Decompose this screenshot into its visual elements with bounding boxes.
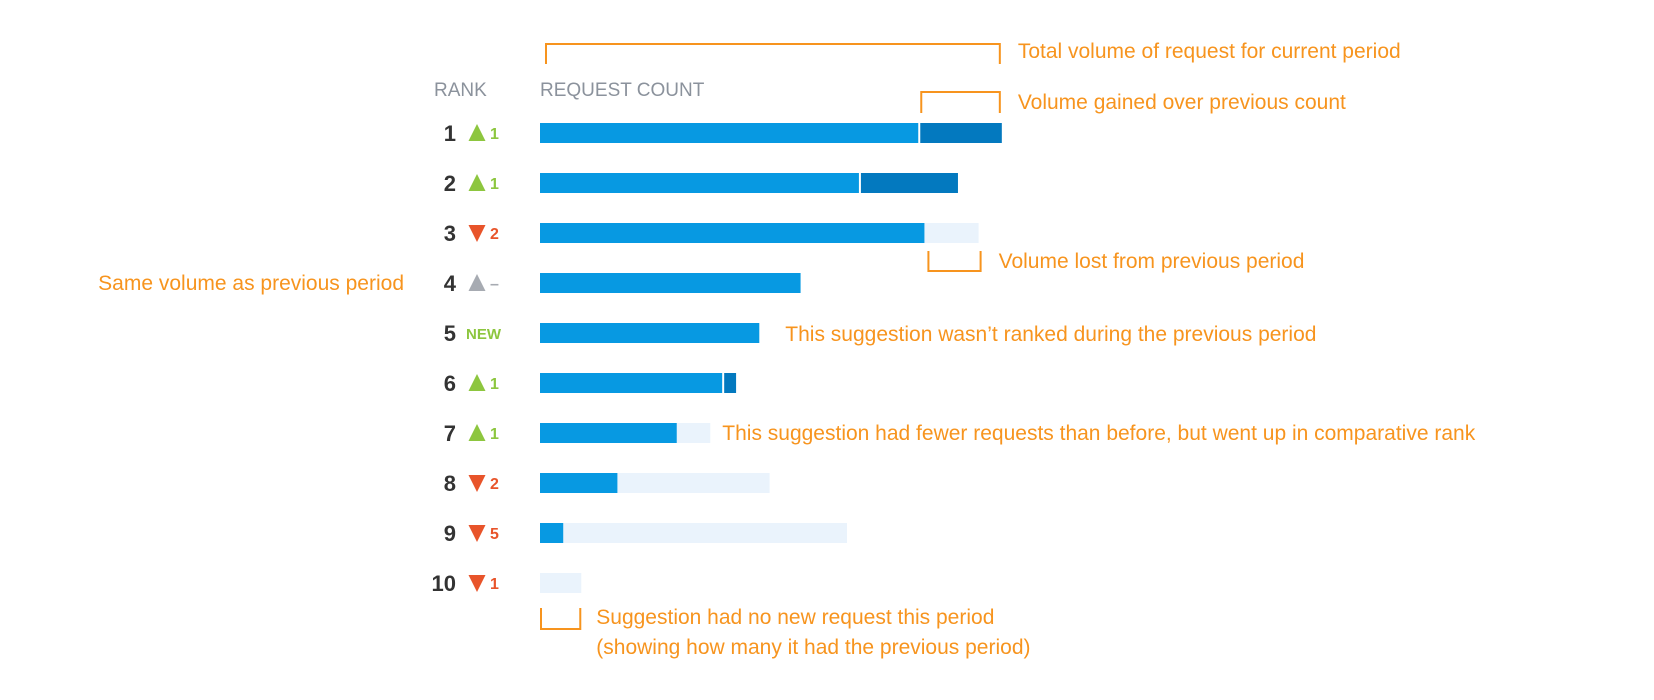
bar-divider <box>722 373 725 393</box>
rank-down-icon <box>468 225 486 242</box>
rank-number: 4 <box>444 271 457 296</box>
rank-change-amount: 1 <box>490 126 499 143</box>
rank-number: 5 <box>444 321 456 346</box>
table-row: 10 1 <box>432 571 582 596</box>
rank-up-icon <box>468 424 486 441</box>
rank-change-new-badge: NEW <box>466 326 502 343</box>
rank-column-header: RANK <box>434 80 487 101</box>
no-new-requests-bracket <box>540 608 582 630</box>
bar-divider <box>918 123 921 143</box>
bar-current-volume <box>540 373 724 393</box>
bar-current-volume <box>540 223 925 243</box>
volume-lost-bracket <box>927 251 982 272</box>
bar-previous-volume <box>540 523 848 543</box>
rank-down-icon <box>468 525 486 542</box>
rank-change-amount: – <box>490 276 499 293</box>
annotation-same-volume: Same volume as previous period <box>98 272 404 295</box>
rank-down-icon <box>468 475 486 492</box>
chart-annotations: Total volume of request for current peri… <box>98 40 1476 659</box>
rank-number: 3 <box>444 221 456 246</box>
rank-change-amount: 5 <box>490 526 499 543</box>
rank-number: 2 <box>444 171 456 196</box>
annotation-no-new-requests: Suggestion had no new request this perio… <box>596 606 994 629</box>
rank-change-amount: 1 <box>490 426 499 443</box>
rank-change-amount: 2 <box>490 476 499 493</box>
bar-previous-volume <box>540 573 582 593</box>
bar-current-volume <box>540 123 920 143</box>
rank-number: 7 <box>444 421 456 446</box>
rank-change-amount: 1 <box>490 576 499 593</box>
bar-current-volume <box>540 473 618 493</box>
annotation-volume-gained: Volume gained over previous count <box>1018 91 1346 114</box>
annotation-volume-lost: Volume lost from previous period <box>999 250 1305 273</box>
annotation-no-new-requests-detail: (showing how many it had the previous pe… <box>596 636 1030 659</box>
request-count-column-header: REQUEST COUNT <box>540 80 705 101</box>
rank-up-icon <box>468 124 486 141</box>
table-row: 5 NEW <box>444 321 760 346</box>
rank-up-icon <box>468 374 486 391</box>
rank-number: 6 <box>444 371 456 396</box>
bar-current-volume <box>540 323 760 343</box>
bar-divider <box>858 173 861 193</box>
bar-current-volume <box>540 173 860 193</box>
annotation-total-volume: Total volume of request for current peri… <box>1018 40 1401 63</box>
rank-change-amount: 1 <box>490 376 499 393</box>
bar-current-volume <box>540 523 564 543</box>
rank-number: 1 <box>444 121 456 146</box>
annotation-new-suggestion: This suggestion wasn’t ranked during the… <box>785 323 1316 346</box>
rank-number: 10 <box>432 571 456 596</box>
table-row: 4– <box>444 271 801 296</box>
rank-same-icon <box>468 274 486 291</box>
rank-down-icon <box>468 575 486 592</box>
rank-number: 8 <box>444 471 456 496</box>
rank-change-amount: 1 <box>490 176 499 193</box>
annotation-fewer-requests: This suggestion had fewer requests than … <box>722 422 1475 445</box>
rank-change-amount: 2 <box>490 226 499 243</box>
volume-gained-bracket <box>920 91 1001 113</box>
rank-up-icon <box>468 174 486 191</box>
rank-number: 9 <box>444 521 456 546</box>
bar-current-volume <box>540 423 677 443</box>
total-volume-bracket <box>545 43 1001 64</box>
bar-current-volume <box>540 273 801 293</box>
